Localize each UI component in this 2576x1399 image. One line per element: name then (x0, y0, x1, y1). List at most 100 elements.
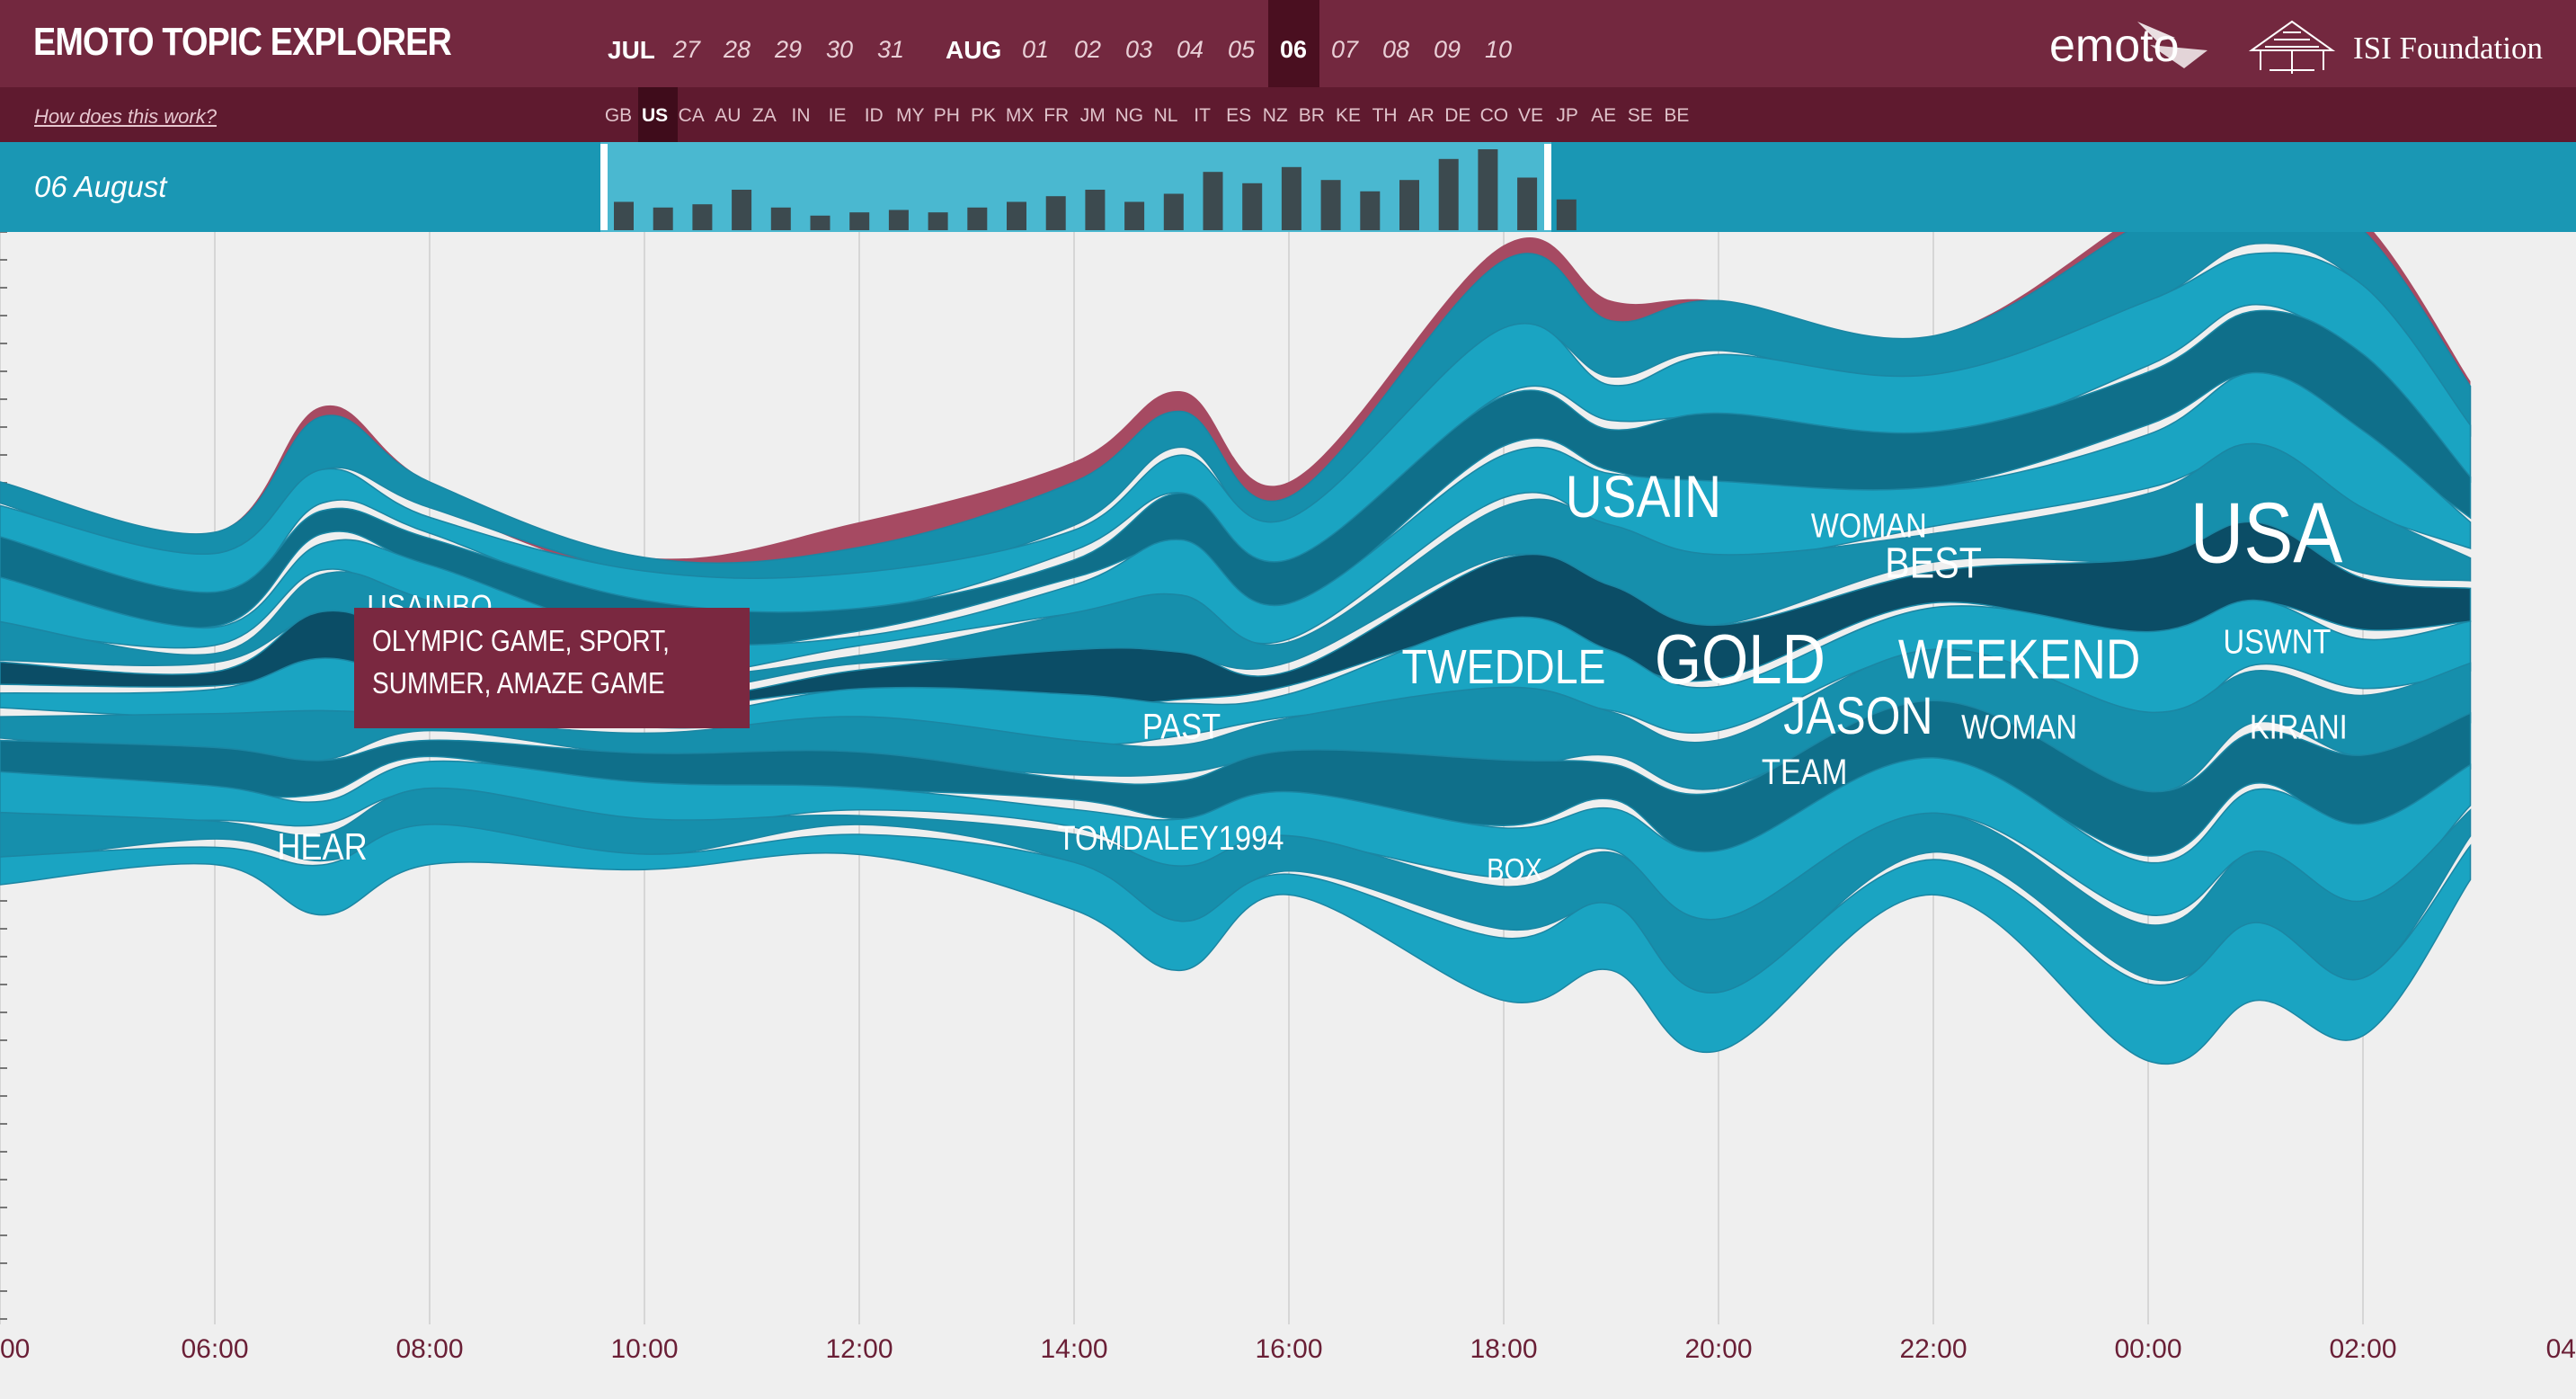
country-fr[interactable]: FR (1044, 105, 1070, 126)
day-aug-05[interactable]: 05 (1227, 36, 1256, 63)
country-it[interactable]: IT (1194, 105, 1211, 126)
country-ca[interactable]: CA (678, 105, 705, 126)
x-tick-label: 00 (0, 1334, 30, 1364)
x-tick-label: 06:00 (181, 1334, 248, 1364)
day-aug-09[interactable]: 09 (1433, 36, 1461, 63)
stream-layer[interactable] (0, 757, 2472, 930)
country-au[interactable]: AU (715, 105, 742, 126)
day-aug-04[interactable]: 04 (1176, 36, 1204, 63)
topic-label[interactable]: HEAR (277, 827, 367, 869)
x-tick-label: 02:00 (2329, 1334, 2396, 1364)
country-mx[interactable]: MX (1005, 105, 1035, 126)
selected-day-highlight (1268, 0, 1319, 87)
stream-layer[interactable] (0, 824, 2472, 1065)
volume-bar (692, 204, 713, 230)
topic-label[interactable]: TWEDDLE (1401, 639, 1605, 694)
topic-label[interactable]: KIRANI (2250, 708, 2348, 746)
topic-tooltip: OLYMPIC GAME, SPORT, SUMMER, AMAZE GAME (354, 608, 750, 728)
country-th[interactable]: TH (1372, 105, 1398, 126)
country-jm[interactable]: JM (1079, 105, 1106, 126)
emoto-logo-text: emoto (2049, 20, 2180, 72)
volume-bar (888, 209, 909, 230)
country-my[interactable]: MY (896, 105, 925, 126)
day-jul-28[interactable]: 28 (723, 36, 751, 63)
country-br[interactable]: BR (1298, 105, 1325, 126)
volume-bar (928, 212, 948, 230)
topic-label[interactable]: WOMAN (1811, 506, 1927, 545)
country-jp[interactable]: JP (1556, 105, 1578, 126)
day-aug-06[interactable]: 06 (1279, 36, 1308, 63)
country-bar (0, 87, 2576, 142)
topic-streamgraph: 00 06:00 08:00 10:00 12:00 14:00 16:00 18:00 20:… (0, 232, 2576, 1364)
country-pk[interactable]: PK (970, 105, 996, 126)
stream-layer[interactable] (0, 371, 2472, 676)
topic-label[interactable]: JASON (1783, 688, 1932, 745)
topic-label[interactable]: GOLD (1655, 620, 1825, 699)
volume-bar (614, 201, 634, 230)
country-ve[interactable]: VE (1517, 105, 1543, 126)
x-tick-label: 14:00 (1040, 1334, 1107, 1364)
timeline-brush[interactable] (600, 142, 1551, 232)
x-tick-label: 10:00 (610, 1334, 678, 1364)
brush-handle-right[interactable] (1544, 144, 1551, 230)
x-tick-label: 12:00 (825, 1334, 893, 1364)
topic-label[interactable]: USWNT (2224, 622, 2332, 661)
app-title: EMOTO TOPIC EXPLORER (33, 20, 452, 64)
country-us[interactable]: US (642, 105, 669, 126)
country-be[interactable]: BE (1664, 105, 1690, 126)
country-in[interactable]: IN (791, 105, 811, 126)
brush-handle-left[interactable] (600, 144, 608, 230)
topic-label[interactable]: WEEKEND (1898, 629, 2141, 691)
day-aug-08[interactable]: 08 (1381, 36, 1410, 63)
topic-label[interactable]: USAIN (1566, 464, 1721, 530)
x-tick-label: 08:00 (395, 1334, 463, 1364)
x-tick-label: 20:00 (1684, 1334, 1752, 1364)
day-aug-03[interactable]: 03 (1124, 36, 1153, 63)
volume-bar (1124, 201, 1145, 230)
volume-bar (1242, 183, 1263, 230)
topic-label[interactable]: PAST (1142, 706, 1221, 746)
selected-country-highlight (638, 87, 678, 142)
country-ph[interactable]: PH (933, 105, 960, 126)
volume-bar (653, 207, 673, 230)
tooltip-line-1: OLYMPIC GAME, SPORT, (372, 624, 670, 657)
day-aug-01[interactable]: 01 (1021, 36, 1050, 63)
topic-label[interactable]: BOX (1487, 851, 1542, 887)
volume-bar (849, 212, 870, 230)
day-aug-02[interactable]: 02 (1073, 36, 1102, 63)
country-ae[interactable]: AE (1591, 105, 1617, 126)
topic-label[interactable]: TEAM (1762, 752, 1848, 792)
country-se[interactable]: SE (1627, 105, 1653, 126)
volume-bar (1478, 149, 1498, 230)
country-gb[interactable]: GB (604, 105, 633, 126)
country-de[interactable]: DE (1444, 105, 1471, 126)
country-es[interactable]: ES (1226, 105, 1252, 126)
day-jul-29[interactable]: 29 (774, 36, 803, 63)
stream-layer[interactable] (0, 442, 2472, 694)
day-aug-07[interactable]: 07 (1330, 36, 1359, 63)
topic-label[interactable]: TOMDALEY1994 (1058, 818, 1284, 857)
topic-label[interactable]: WOMAN (1961, 708, 2077, 746)
stream-layer[interactable] (0, 309, 2472, 651)
country-ng[interactable]: NG (1115, 105, 1144, 126)
how-does-this-work-link[interactable]: How does this work? (34, 105, 217, 128)
country-id[interactable]: ID (864, 105, 884, 126)
isi-logo-icon (2248, 20, 2336, 74)
country-ie[interactable]: IE (828, 105, 847, 126)
country-za[interactable]: ZA (751, 105, 777, 126)
country-nl[interactable]: NL (1153, 105, 1178, 126)
emoto-bird-wing-icon (2150, 45, 2207, 68)
country-co[interactable]: CO (1479, 105, 1509, 126)
isi-foundation-label: ISI Foundation (2353, 31, 2543, 66)
volume-bar (1360, 191, 1381, 230)
topic-label[interactable]: USA (2190, 485, 2343, 581)
country-ke[interactable]: KE (1335, 105, 1361, 126)
day-aug-10[interactable]: 10 (1484, 36, 1513, 63)
day-jul-31[interactable]: 31 (876, 36, 905, 63)
day-jul-27[interactable]: 27 (672, 36, 701, 63)
day-jul-30[interactable]: 30 (825, 36, 854, 63)
volume-bar (770, 207, 791, 230)
country-ar[interactable]: AR (1408, 105, 1435, 126)
country-nz[interactable]: NZ (1262, 105, 1288, 126)
topic-label[interactable]: BEST (1885, 539, 1982, 588)
